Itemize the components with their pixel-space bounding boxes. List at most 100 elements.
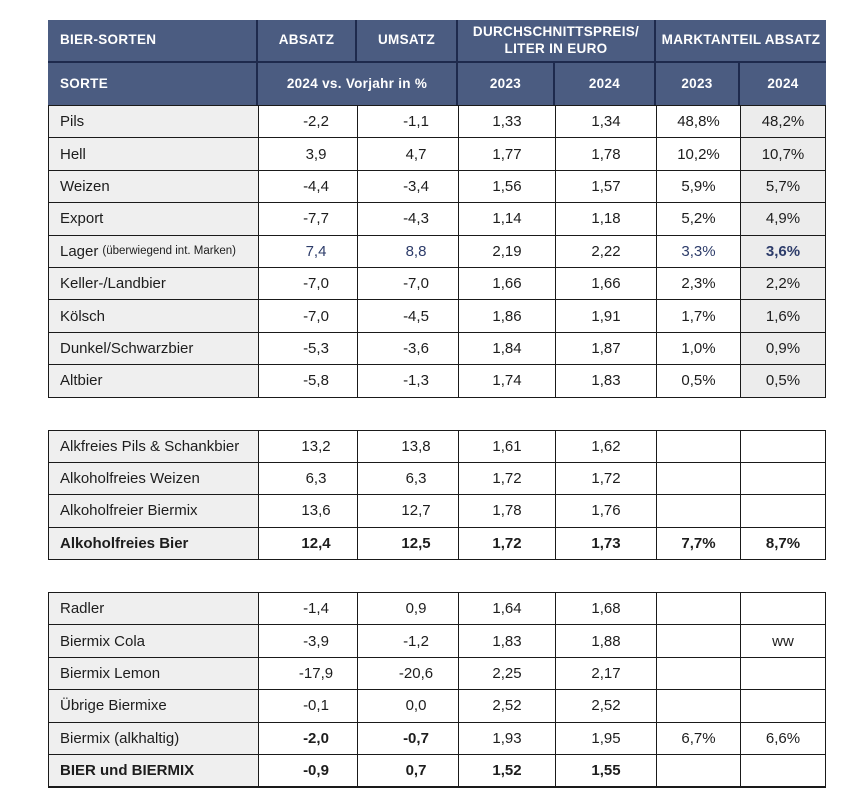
- cell-price-2024: 1,76: [556, 495, 657, 528]
- cell-price-2024: 1,87: [556, 332, 657, 366]
- header-sorte: SORTE: [48, 63, 258, 105]
- cell-share-2023: 1,7%: [657, 300, 741, 333]
- cell-price-2024: 1,57: [556, 170, 657, 204]
- cell-price-2023: 2,25: [459, 657, 556, 691]
- header-marktanteil: MARKTANTEIL ABSATZ: [656, 20, 826, 63]
- cell-share-2024: [741, 755, 826, 788]
- cell-price-2023: 1,56: [459, 170, 556, 204]
- cell-price-2023: 1,52: [459, 755, 556, 788]
- block-bier-sorten: Pils -2,2 -1,1 1,33 1,34 48,8% 48,2% Hel…: [48, 105, 826, 398]
- row-label-text: Hell: [60, 145, 86, 163]
- cell-price-2023: 2,52: [459, 690, 556, 723]
- cell-absatz: -2,2: [259, 106, 358, 139]
- cell-price-2024: 1,88: [556, 625, 657, 658]
- cell-umsatz: -1,3: [358, 365, 459, 398]
- cell-price-2024: 1,78: [556, 138, 657, 171]
- row-label: Übrige Biermixe: [49, 690, 259, 723]
- cell-share-2024: [741, 430, 826, 463]
- header-price-2024: 2024: [555, 63, 656, 105]
- cell-umsatz: 13,8: [358, 430, 459, 463]
- cell-price-2024: 1,68: [556, 593, 657, 626]
- cell-share-2024: 3,6%: [741, 235, 826, 268]
- cell-umsatz: -20,6: [358, 657, 459, 691]
- cell-share-2024: 10,7%: [741, 138, 826, 171]
- cell-price-2023: 1,64: [459, 593, 556, 626]
- beer-statistics-table: BIER-SORTEN ABSATZ UMSATZ DURCHSCHNITTSP…: [48, 20, 826, 789]
- cell-price-2024: 2,17: [556, 657, 657, 691]
- row-label-text: Alkoholfreies Bier: [60, 534, 189, 552]
- cell-absatz: 7,4: [259, 235, 358, 268]
- cell-absatz: -3,9: [259, 625, 358, 658]
- cell-price-2023: 1,74: [459, 365, 556, 398]
- cell-price-2023: 1,84: [459, 332, 556, 366]
- cell-price-2023: 1,86: [459, 300, 556, 333]
- cell-price-2023: 1,14: [459, 203, 556, 236]
- cell-share-2024: 1,6%: [741, 300, 826, 333]
- block-alkoholfrei: Alkfreies Pils & Schankbier 13,2 13,8 1,…: [48, 429, 826, 561]
- cell-price-2023: 1,72: [459, 527, 556, 561]
- cell-umsatz: 0,0: [358, 690, 459, 723]
- row-label: Lager (überwiegend int. Marken): [49, 235, 259, 268]
- row-label: Radler: [49, 593, 259, 626]
- cell-absatz: -0,9: [259, 755, 358, 788]
- row-label: Export: [49, 203, 259, 236]
- cell-price-2023: 1,93: [459, 722, 556, 756]
- row-label: Alkoholfreier Biermix: [49, 495, 259, 528]
- cell-price-2023: 1,78: [459, 495, 556, 528]
- cell-price-2023: 1,61: [459, 430, 556, 463]
- row-label-text: Alkfreies Pils & Schankbier: [60, 437, 240, 455]
- cell-share-2024: 0,5%: [741, 365, 826, 398]
- cell-share-2024: [741, 495, 826, 528]
- cell-share-2024: [741, 593, 826, 626]
- row-label-note: (überwiegend int. Marken): [102, 245, 236, 258]
- row-label-text: Biermix (alkhaltig): [60, 729, 180, 747]
- cell-umsatz: 4,7: [358, 138, 459, 171]
- cell-absatz: -5,3: [259, 332, 358, 366]
- block-biermix: Radler -1,4 0,9 1,64 1,68 Biermix Cola -…: [48, 592, 826, 789]
- cell-price-2024: 1,55: [556, 755, 657, 788]
- cell-share-2023: [657, 462, 741, 496]
- cell-share-2024: 4,9%: [741, 203, 826, 236]
- cell-absatz: 3,9: [259, 138, 358, 171]
- cell-share-2023: 10,2%: [657, 138, 741, 171]
- cell-umsatz: -3,6: [358, 332, 459, 366]
- row-label-text: Biermix Cola: [60, 632, 146, 650]
- cell-absatz: -7,0: [259, 267, 358, 301]
- row-label-text: BIER und BIERMIX: [60, 762, 195, 780]
- row-label: Altbier: [49, 365, 259, 398]
- row-label-text: Alkoholfreies Weizen: [60, 470, 200, 488]
- cell-price-2024: 1,91: [556, 300, 657, 333]
- cell-price-2024: 1,18: [556, 203, 657, 236]
- cell-umsatz: -1,1: [358, 106, 459, 139]
- row-label-text: Altbier: [60, 372, 103, 390]
- row-label: Dunkel/Schwarzbier: [49, 332, 259, 366]
- cell-share-2023: 6,7%: [657, 722, 741, 756]
- header-durchschnittspreis: DURCHSCHNITTSPREIS/ LITER IN EURO: [458, 20, 656, 63]
- cell-umsatz: 8,8: [358, 235, 459, 268]
- cell-absatz: -7,7: [259, 203, 358, 236]
- cell-absatz: 13,2: [259, 430, 358, 463]
- cell-absatz: -17,9: [259, 657, 358, 691]
- cell-absatz: -2,0: [259, 722, 358, 756]
- cell-umsatz: -7,0: [358, 267, 459, 301]
- header-umsatz: UMSATZ: [357, 20, 458, 63]
- row-label-text: Lager: [60, 242, 99, 260]
- header-share-2024: 2024: [767, 75, 799, 91]
- row-label-text: Weizen: [60, 177, 110, 195]
- cell-absatz: -0,1: [259, 690, 358, 723]
- cell-share-2023: 0,5%: [657, 365, 741, 398]
- cell-price-2024: 1,34: [556, 106, 657, 139]
- cell-share-2023: 48,8%: [657, 106, 741, 139]
- row-label-text: Kölsch: [60, 307, 106, 325]
- cell-share-2024: ww: [741, 625, 826, 658]
- row-label: Pils: [49, 106, 259, 139]
- cell-absatz: 6,3: [259, 462, 358, 496]
- cell-price-2024: 2,52: [556, 690, 657, 723]
- cell-umsatz: 0,9: [358, 593, 459, 626]
- row-label: Biermix Lemon: [49, 657, 259, 691]
- row-label-text: Alkoholfreier Biermix: [60, 502, 198, 520]
- cell-share-2024: [741, 657, 826, 691]
- cell-price-2023: 1,66: [459, 267, 556, 301]
- cell-share-2024: 6,6%: [741, 722, 826, 756]
- row-label-text: Biermix Lemon: [60, 665, 161, 683]
